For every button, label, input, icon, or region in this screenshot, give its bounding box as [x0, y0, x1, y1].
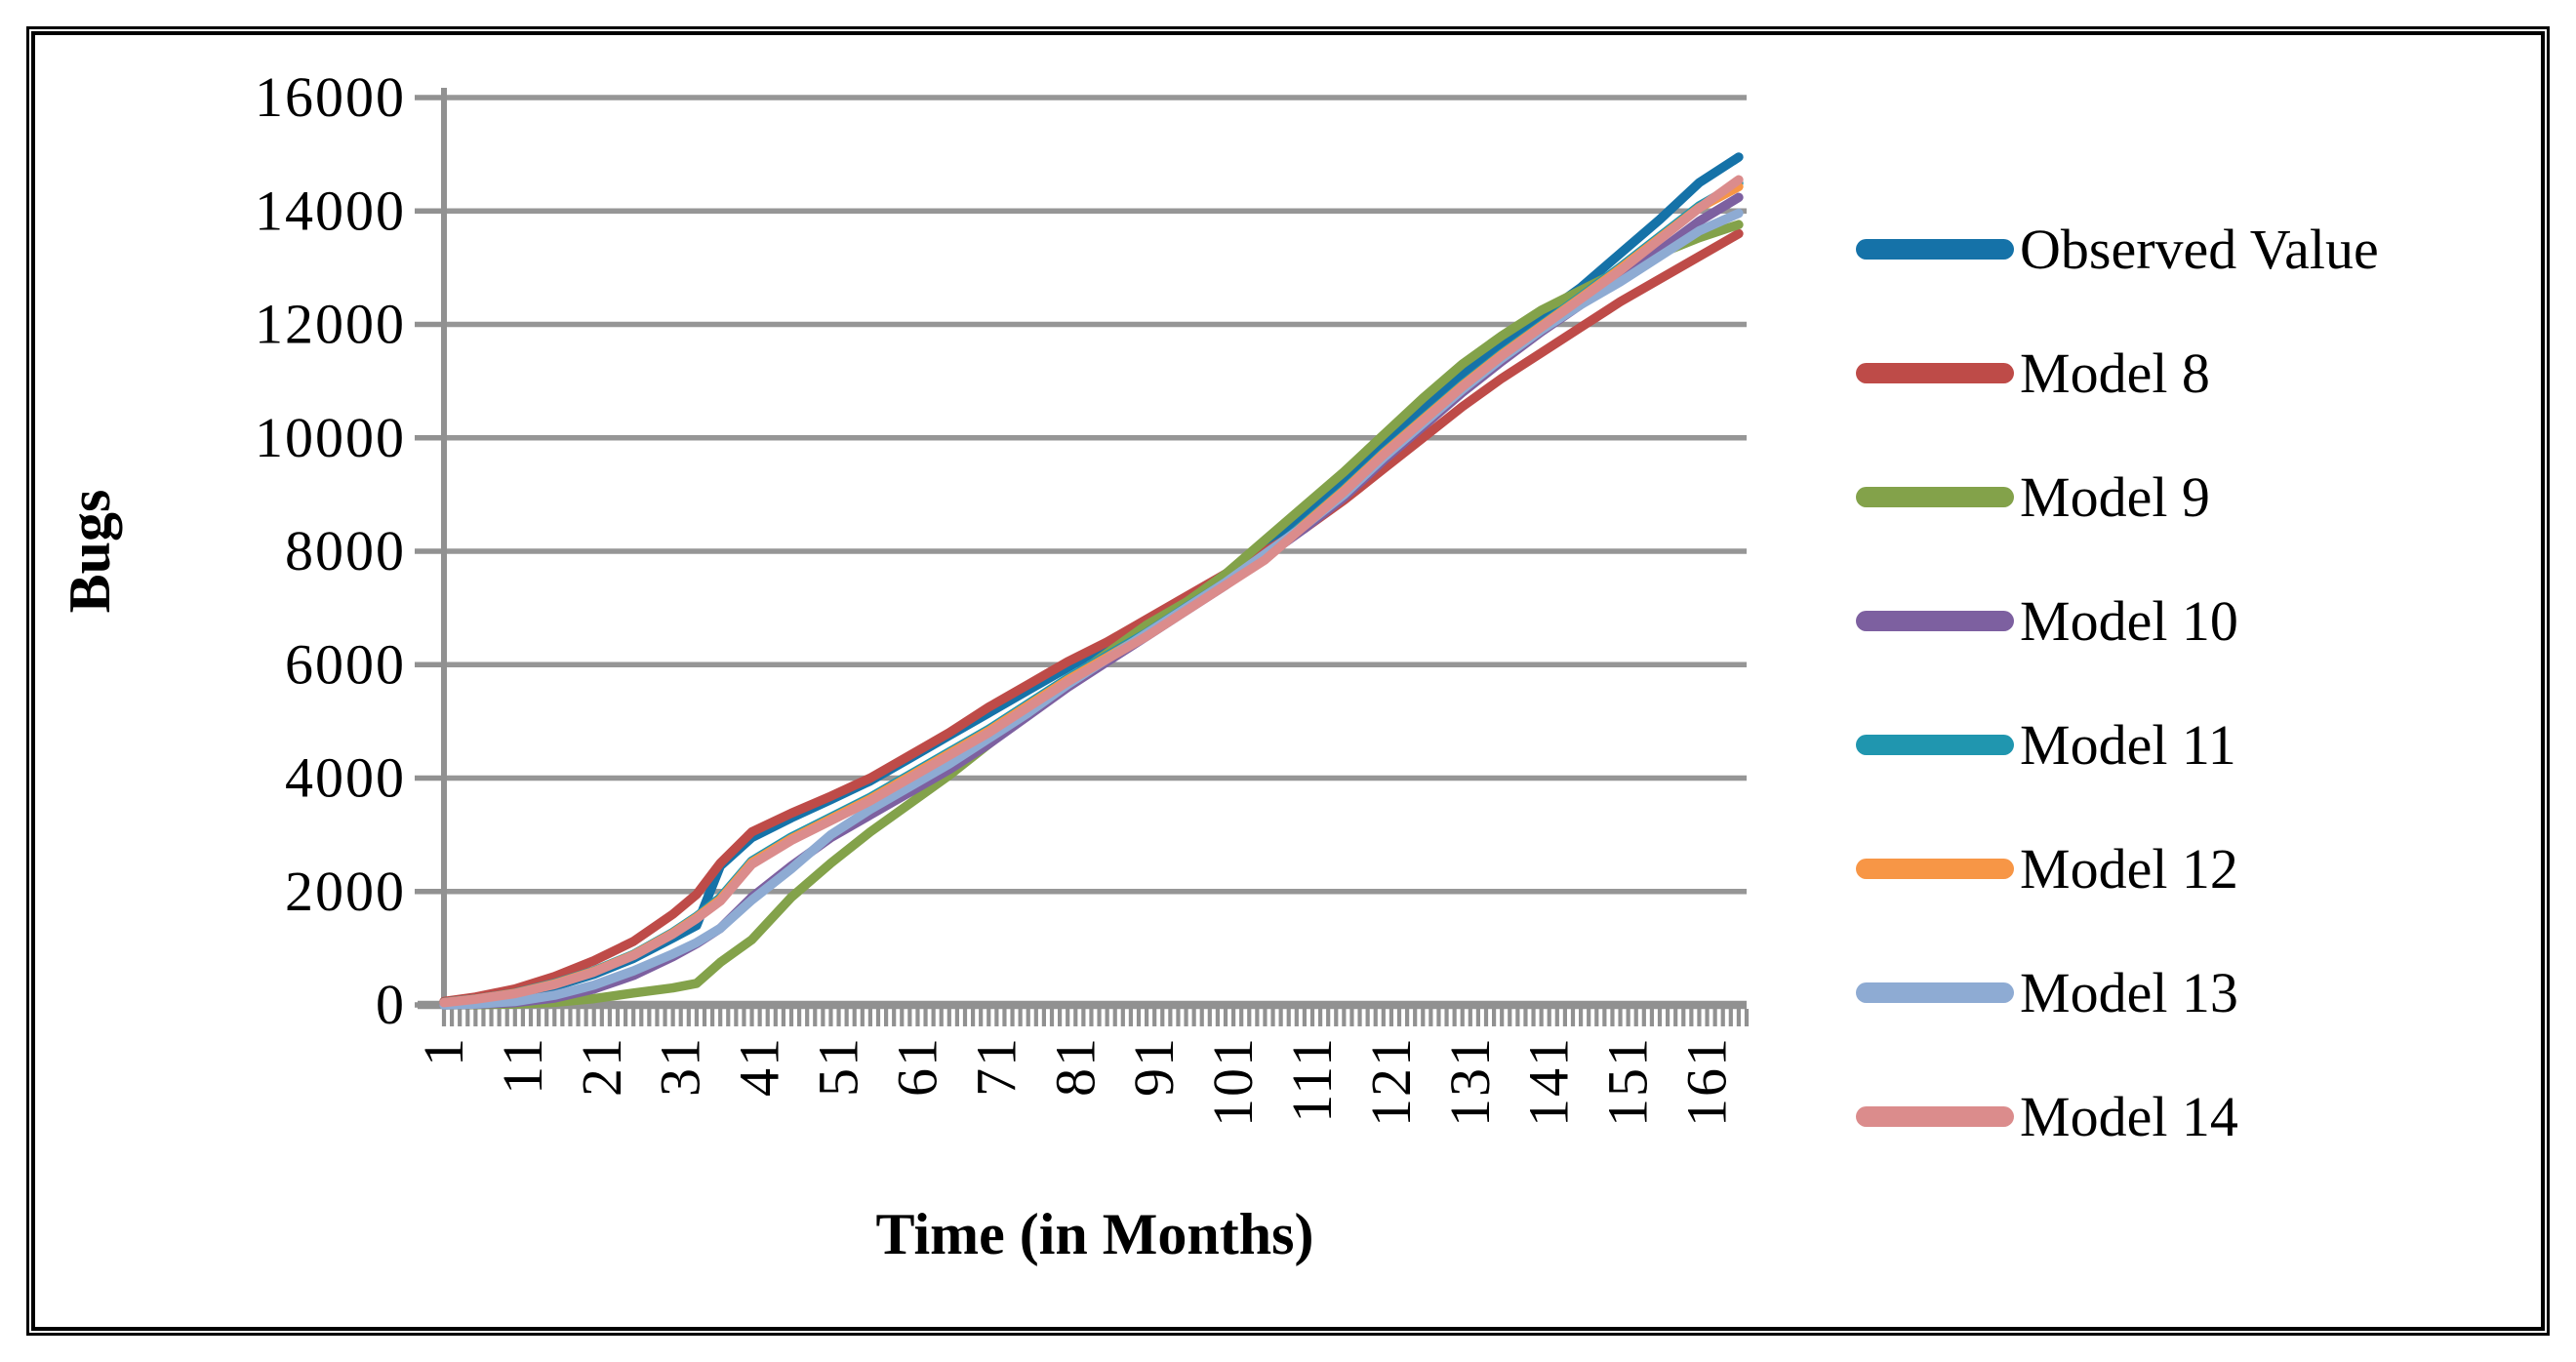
legend-swatch-model-8: [1856, 363, 2014, 383]
x-tick-label: 11: [491, 1036, 554, 1095]
y-tick-label: 14000: [255, 179, 406, 242]
x-tick-label: 71: [964, 1036, 1027, 1097]
legend-label-model-14: Model 14: [2020, 1085, 2238, 1148]
series-line-model-9: [439, 220, 1744, 1010]
y-axis-title: Bugs: [58, 490, 122, 614]
x-axis-title: Time (in Months): [876, 1202, 1314, 1266]
x-tick-label: 61: [886, 1036, 949, 1097]
legend-label-model-10: Model 10: [2020, 589, 2238, 653]
x-tick-label: 31: [649, 1036, 712, 1097]
x-tick-label: 41: [728, 1036, 791, 1097]
legend-label-model-8: Model 8: [2020, 341, 2210, 405]
x-tick-label: 161: [1675, 1036, 1739, 1127]
series-line-observed-value: [439, 152, 1744, 1008]
legend-item-model-13: Model 13: [1856, 961, 2379, 1024]
series-line-model-13: [439, 208, 1744, 1010]
legend-swatch-model-9: [1856, 487, 2014, 507]
y-tick-label: 0: [376, 973, 406, 1036]
y-tick-label: 8000: [285, 519, 406, 582]
inner-frame: [31, 31, 2545, 1331]
series-lines: [439, 152, 1744, 1010]
legend-label-model-13: Model 13: [2020, 961, 2238, 1024]
y-tick-label: 12000: [255, 293, 406, 356]
x-tick-label: 121: [1359, 1036, 1423, 1127]
legend-swatch-model-12: [1856, 859, 2014, 879]
x-tick-label: 1: [412, 1036, 475, 1066]
legend-swatch-model-14: [1856, 1106, 2014, 1127]
x-tick-label: 91: [1122, 1036, 1186, 1097]
x-tick-label: 151: [1596, 1036, 1660, 1127]
legend-swatch-model-10: [1856, 611, 2014, 631]
x-tick-label: 111: [1280, 1036, 1344, 1123]
legend-item-model-10: Model 10: [1856, 589, 2379, 653]
x-tick-label: 81: [1043, 1036, 1107, 1097]
legend-swatch-model-13: [1856, 982, 2014, 1003]
x-tick-label: 101: [1201, 1036, 1265, 1127]
gridlines: [444, 95, 1747, 895]
legend-label-model-9: Model 9: [2020, 465, 2210, 529]
legend-item-model-8: Model 8: [1856, 341, 2379, 405]
legend-item-model-12: Model 12: [1856, 837, 2379, 901]
series-line-model-8: [439, 228, 1744, 1007]
legend-item-model-14: Model 14: [1856, 1085, 2379, 1148]
legend-swatch-model-11: [1856, 735, 2014, 755]
legend-label-model-12: Model 12: [2020, 837, 2238, 901]
y-tick-label: 16000: [255, 65, 406, 129]
legend-item-model-11: Model 11: [1856, 713, 2379, 777]
legend-item-model-9: Model 9: [1856, 465, 2379, 529]
y-tick-label: 10000: [255, 406, 406, 469]
legend-label-observed-value: Observed Value: [2020, 218, 2379, 281]
y-tick-label: 4000: [285, 746, 406, 810]
axes: [415, 88, 1750, 1026]
y-tick-label: 2000: [285, 860, 406, 923]
x-tick-label: 141: [1517, 1036, 1581, 1127]
x-tick-label: 21: [570, 1036, 633, 1097]
x-tick-label: 51: [807, 1036, 870, 1097]
y-tick-label: 6000: [285, 632, 406, 696]
legend-label-model-11: Model 11: [2020, 713, 2236, 777]
outer-frame: [26, 26, 2550, 1336]
legend-swatch-observed-value: [1856, 239, 2014, 260]
series-line-model-14: [439, 175, 1744, 1008]
legend: Observed Value Model 8 Model 9 Model 10 Mode…: [1856, 218, 2379, 1148]
legend-item-observed-value: Observed Value: [1856, 218, 2379, 281]
x-tick-label: 131: [1438, 1036, 1502, 1127]
